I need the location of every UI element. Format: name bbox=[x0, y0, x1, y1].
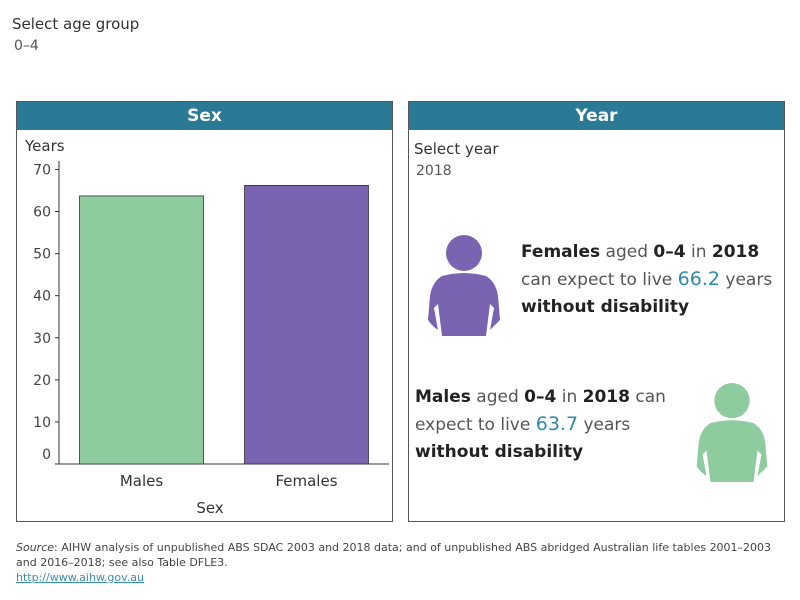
text: aged bbox=[600, 242, 654, 262]
age-filter-label: Select age group bbox=[12, 15, 140, 33]
year-panel-title: Year bbox=[409, 102, 784, 130]
y-axis-label: Years bbox=[24, 137, 65, 155]
male-age: 0–4 bbox=[524, 387, 557, 407]
male-person-icon bbox=[696, 382, 768, 482]
bar-chart: Years 0 10 20 30 40 50 60 70 Males Females Sex bbox=[24, 137, 389, 517]
x-tick-label: Females bbox=[275, 472, 337, 490]
female-person-icon bbox=[428, 235, 500, 336]
source-text: : AIHW analysis of unpublished ABS SDAC … bbox=[16, 541, 772, 569]
bar-males bbox=[79, 195, 204, 465]
text: aged bbox=[470, 387, 525, 407]
text: in bbox=[556, 387, 583, 407]
x-tick-label: Males bbox=[120, 472, 164, 490]
female-year: 2018 bbox=[711, 242, 760, 262]
male-sex: Males bbox=[415, 387, 471, 407]
y-tick-label: 50 bbox=[33, 247, 51, 263]
male-value: 63.7 bbox=[535, 413, 579, 435]
source-label: Source bbox=[16, 541, 55, 554]
y-tick-label: 0 bbox=[42, 447, 51, 463]
y-tick-label: 70 bbox=[33, 162, 51, 178]
male-without: without disability bbox=[415, 442, 584, 462]
bar-females bbox=[244, 185, 369, 465]
age-filter-select[interactable]: 0–4 bbox=[14, 38, 39, 54]
x-axis-label: Sex bbox=[196, 499, 223, 517]
aihw-link[interactable]: http://www.aihw.gov.au bbox=[16, 571, 145, 584]
text: years bbox=[719, 270, 773, 290]
text: can expect to live bbox=[415, 387, 666, 435]
y-tick-label: 60 bbox=[33, 205, 51, 221]
female-story: Females aged 0–4 in 2018 can expect to l… bbox=[521, 239, 791, 321]
female-age: 0–4 bbox=[653, 242, 686, 262]
year-select-label: Select year bbox=[414, 140, 499, 158]
y-tick-label: 20 bbox=[33, 373, 51, 389]
y-tick-label: 30 bbox=[33, 331, 51, 347]
female-without: without disability bbox=[521, 297, 690, 317]
male-year: 2018 bbox=[582, 387, 630, 407]
sex-panel-title: Sex bbox=[17, 102, 392, 130]
text: years bbox=[578, 415, 631, 435]
female-sex: Females bbox=[521, 242, 601, 262]
source-note: Source: AIHW analysis of unpublished ABS… bbox=[16, 540, 776, 585]
text: in bbox=[685, 242, 712, 262]
y-tick-label: 40 bbox=[33, 289, 51, 305]
text: can expect to live bbox=[521, 270, 678, 290]
y-tick-label: 10 bbox=[33, 415, 51, 431]
male-story: Males aged 0–4 in 2018 can expect to liv… bbox=[415, 384, 685, 466]
sex-panel: Sex Years 0 10 20 30 40 50 60 70 Males Females Sex bbox=[16, 101, 393, 522]
year-panel: Year Select year 2018 Females aged 0–4 i… bbox=[408, 101, 785, 522]
year-select[interactable]: 2018 bbox=[416, 163, 452, 179]
female-value: 66.2 bbox=[677, 268, 720, 290]
